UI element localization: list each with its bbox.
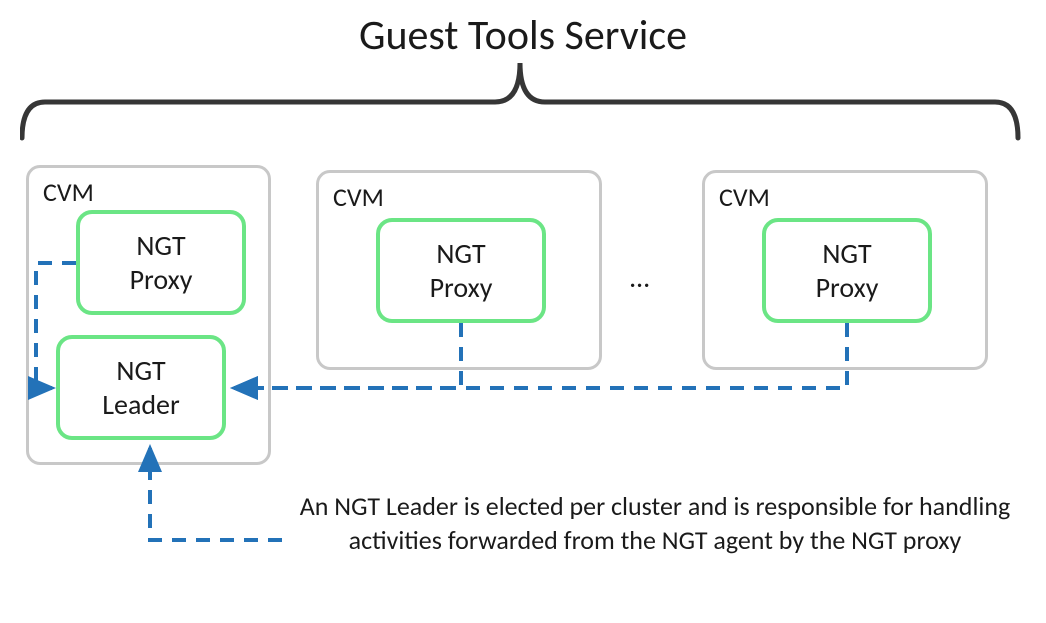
description-text: An NGT Leader is elected per cluster and…: [290, 490, 1020, 558]
cvm-1-label: CVM: [43, 176, 94, 208]
diagram-title: Guest Tools Service: [0, 10, 1046, 61]
ngt-proxy-2: NGTProxy: [376, 218, 546, 323]
cvm-2-label: CVM: [333, 181, 384, 213]
cvm-3-label: CVM: [719, 181, 770, 213]
ellipsis: …: [630, 260, 649, 295]
ngt-proxy-1: NGTProxy: [76, 210, 246, 315]
title-brace: [20, 58, 1024, 142]
ngt-leader: NGTLeader: [56, 335, 226, 440]
ngt-proxy-3: NGTProxy: [762, 218, 932, 323]
